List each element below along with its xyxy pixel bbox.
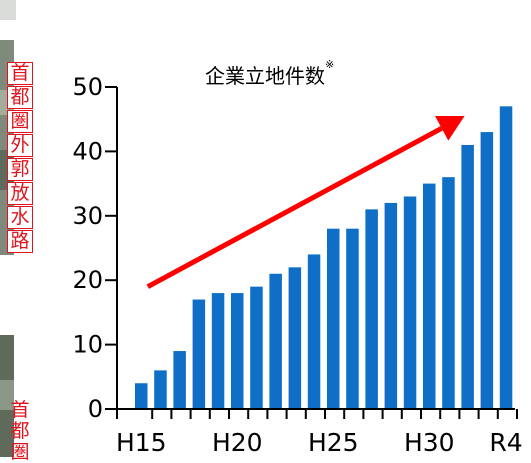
x-tick-label: H30 — [404, 428, 455, 457]
bar — [499, 106, 513, 409]
photo-top — [0, 0, 16, 20]
bar — [173, 351, 186, 409]
bar — [135, 383, 148, 409]
x-tick-label: H25 — [308, 428, 359, 457]
bar — [480, 132, 494, 409]
side-label-char: 水 — [7, 206, 33, 229]
bar — [365, 209, 378, 409]
bar — [461, 144, 474, 409]
side-label-char: 圏 — [7, 110, 33, 133]
side-label-char: 路 — [7, 230, 33, 253]
bar — [269, 273, 282, 409]
y-tick-label: 10 — [72, 331, 103, 359]
y-tick-label: 20 — [72, 266, 103, 294]
y-tick-label: 40 — [72, 137, 103, 165]
side-label-char: 外 — [7, 134, 33, 157]
side-label-char: 都 — [10, 420, 30, 442]
bar — [288, 267, 302, 409]
bar — [250, 286, 263, 409]
bar — [307, 254, 321, 409]
trend-arrow-head — [435, 115, 465, 141]
x-tick-label: H15 — [116, 428, 167, 457]
bar — [346, 228, 359, 409]
bar — [327, 228, 340, 409]
bar — [423, 183, 436, 409]
y-tick-label: 30 — [72, 202, 103, 230]
side-label-char: 放 — [7, 182, 33, 205]
trend-arrow-shaft — [146, 126, 443, 289]
bar — [384, 202, 398, 409]
y-tick-label: 50 — [72, 73, 103, 101]
side-label-char: 郭 — [7, 158, 33, 181]
bar — [442, 177, 455, 409]
bar — [231, 293, 244, 409]
x-tick-label: R4 — [489, 428, 522, 457]
side-label-char: 首 — [7, 62, 33, 85]
bar — [154, 370, 167, 409]
side-label-char: 都 — [7, 86, 33, 109]
side-label-char: 首 — [10, 399, 30, 421]
bar — [211, 293, 225, 409]
bar — [192, 299, 206, 409]
title-note-mark: ※ — [325, 58, 335, 71]
y-tick-label: 0 — [88, 395, 103, 423]
chart-title: 企業立地件数※ — [205, 58, 335, 88]
bar — [403, 196, 417, 409]
side-label-top: 首都圏外郭放水路 — [7, 62, 33, 254]
x-tick-label: H20 — [212, 428, 263, 457]
